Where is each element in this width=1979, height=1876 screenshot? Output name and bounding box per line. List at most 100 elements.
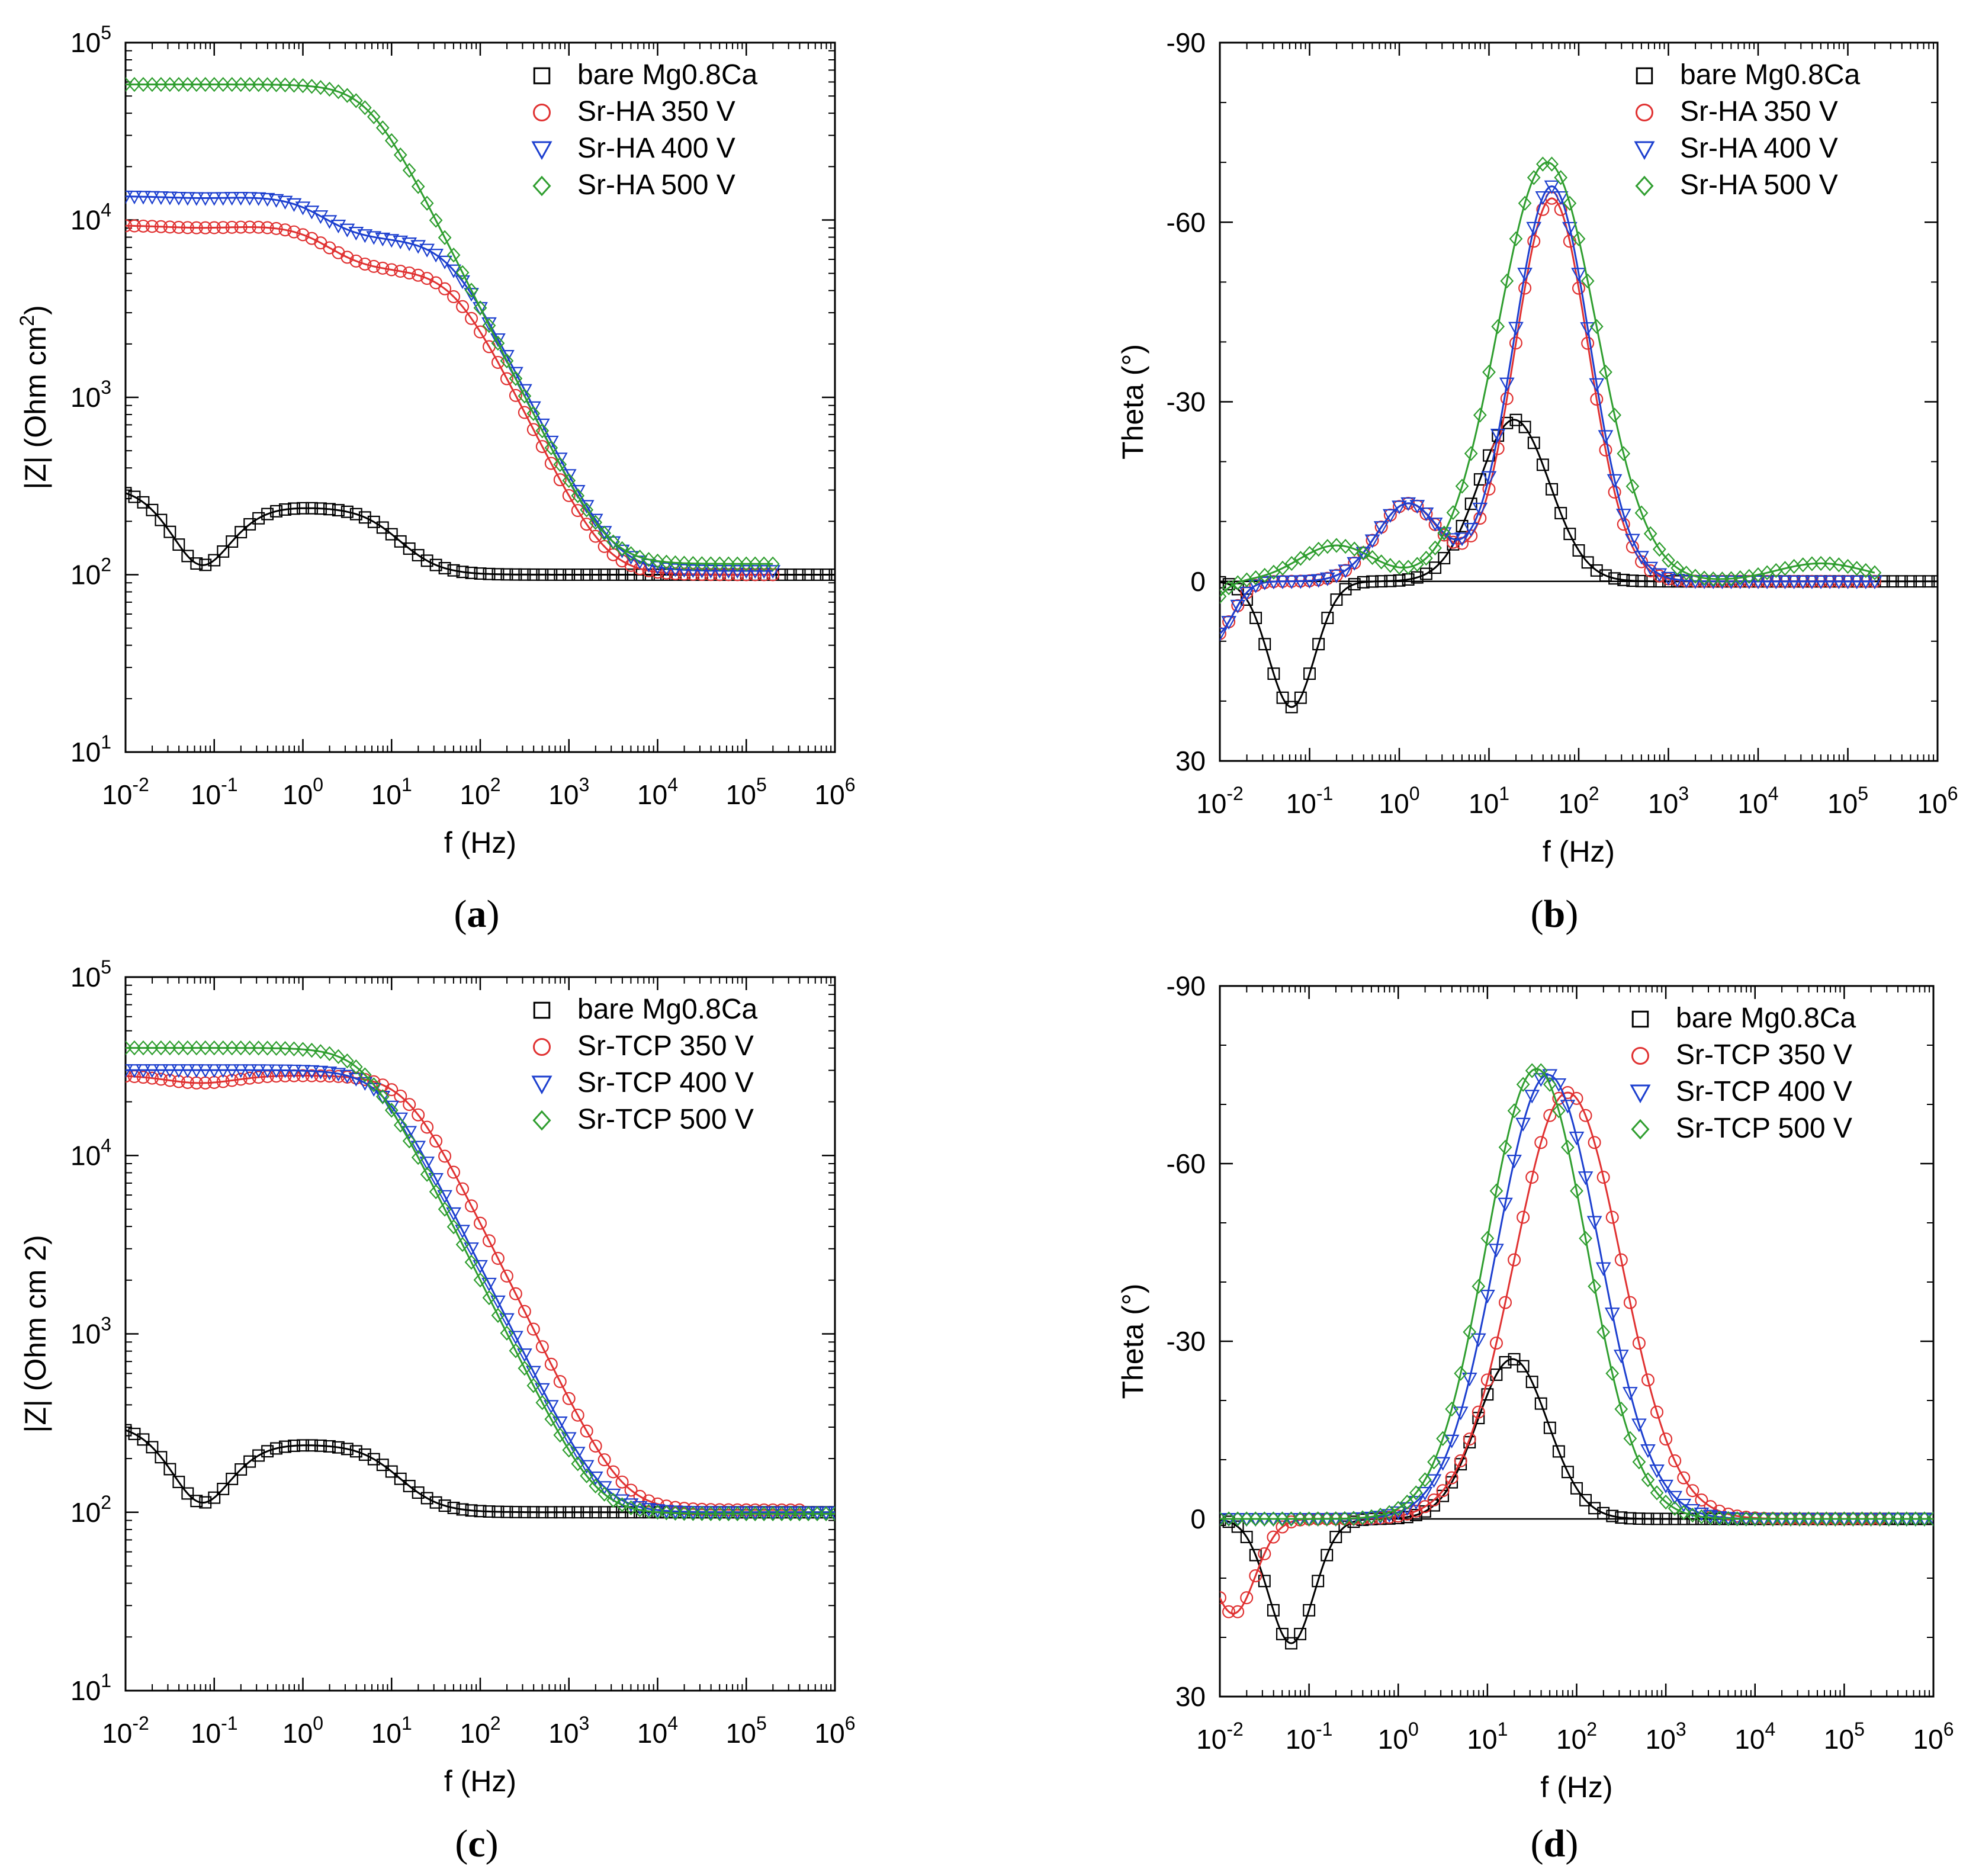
- data-point: [1846, 1511, 1860, 1527]
- data-point: [322, 1067, 338, 1081]
- data-point: [1589, 378, 1605, 392]
- data-point: [455, 265, 470, 281]
- x-tick-label: 106: [815, 774, 856, 810]
- data-point: [198, 1040, 213, 1056]
- data-point: [1599, 443, 1612, 457]
- data-point: [465, 1199, 478, 1213]
- data-point: [145, 1040, 159, 1056]
- data-point: [1625, 478, 1640, 494]
- data-point: [163, 76, 177, 92]
- x-tick-base: 10: [815, 779, 845, 810]
- data-point: [783, 1506, 798, 1522]
- data-point: [1525, 1376, 1538, 1389]
- data-point: [1536, 458, 1549, 471]
- data-point: [1551, 1103, 1566, 1119]
- data-point: [126, 1064, 133, 1078]
- chart-a: 10-2 10-1 100 101 102 103 104 105 10610110210310…: [16, 22, 855, 936]
- x-axis-label: f (Hz): [444, 826, 516, 859]
- data-point: [669, 567, 682, 580]
- data-point: [1249, 1569, 1262, 1583]
- data-point: [261, 507, 274, 521]
- x-axis-label: f (Hz): [1543, 835, 1615, 868]
- legend: bare Mg0.8Ca Sr-HA 350 V Sr-HA 400 V Sr-HA …: [1634, 59, 1860, 201]
- data-point: [694, 564, 710, 579]
- data-point: [1882, 1511, 1896, 1527]
- series-sr-tcp-350-v: [126, 1069, 807, 1517]
- data-point: [410, 1141, 426, 1155]
- data-point: [1614, 1401, 1628, 1417]
- data-point: [509, 1287, 522, 1300]
- data-point: [270, 1442, 283, 1455]
- data-point: [509, 1343, 523, 1358]
- data-point: [473, 302, 488, 316]
- caption-paren: (: [455, 1822, 468, 1865]
- legend-marker: [1634, 141, 1655, 160]
- data-point: [500, 568, 513, 581]
- data-point: [243, 77, 257, 92]
- data-point: [367, 259, 381, 273]
- data-point: [739, 1506, 753, 1522]
- data-point: [261, 221, 274, 234]
- data-point: [1652, 541, 1666, 557]
- data-point: [1917, 1511, 1932, 1527]
- data-point: [268, 194, 284, 208]
- data-point: [1662, 552, 1675, 568]
- data-point: [1366, 550, 1379, 566]
- data-point: [703, 556, 718, 571]
- data-point: [1491, 442, 1505, 455]
- data-point: [181, 221, 194, 234]
- data-point: [562, 1443, 576, 1458]
- data-point: [1649, 1464, 1665, 1479]
- data-point: [677, 1506, 691, 1521]
- data-point: [145, 220, 159, 233]
- data-point: [394, 1472, 407, 1485]
- data-point: [518, 1305, 531, 1318]
- data-point: [429, 276, 443, 290]
- data-point: [1518, 195, 1532, 211]
- data-point: [535, 440, 549, 454]
- data-point: [651, 553, 664, 569]
- data-point: [279, 503, 292, 516]
- data-point: [828, 568, 835, 581]
- y-tick-label: 105: [70, 22, 111, 58]
- data-point: [1231, 1605, 1245, 1618]
- y-tick-label: -60: [1167, 1148, 1206, 1179]
- data-point: [1579, 1109, 1592, 1122]
- data-point: [464, 1242, 479, 1257]
- data-point: [348, 227, 364, 241]
- data-point: [1446, 535, 1460, 549]
- data-point: [1570, 1091, 1583, 1105]
- data-point: [721, 565, 737, 579]
- data-point: [1562, 221, 1578, 236]
- series-sr-ha-400-v: [1220, 180, 1882, 642]
- x-tick-exponent: -1: [221, 774, 237, 795]
- data-point: [1489, 1337, 1503, 1350]
- y-label-part: ): [19, 305, 52, 315]
- data-point: [1473, 473, 1486, 486]
- x-tick-base: 10: [191, 1718, 221, 1749]
- data-point: [127, 191, 142, 205]
- data-point: [234, 1463, 248, 1476]
- x-tick-exponent: 3: [1678, 783, 1689, 804]
- data-point: [189, 1040, 204, 1056]
- data-point: [1515, 1117, 1531, 1132]
- legend-marker: [531, 141, 552, 160]
- data-point: [615, 1497, 629, 1512]
- data-point: [1461, 1373, 1477, 1387]
- data-point: [225, 77, 239, 92]
- data-point: [1445, 1471, 1458, 1485]
- data-point: [1660, 571, 1676, 586]
- data-point: [216, 76, 230, 92]
- data-point: [1480, 1290, 1495, 1304]
- x-tick-label: 104: [637, 1713, 678, 1749]
- y-axis-label: |Z| (Ohm cm2): [16, 305, 52, 490]
- data-point: [1382, 1505, 1396, 1520]
- data-point: [1266, 576, 1281, 590]
- legend-marker: [1630, 1084, 1651, 1104]
- data-point: [188, 192, 204, 206]
- data-point: [1525, 1171, 1539, 1184]
- data-point: [153, 1064, 169, 1078]
- data-point: [1570, 1183, 1583, 1199]
- data-point: [544, 440, 558, 455]
- data-point: [1391, 1501, 1405, 1516]
